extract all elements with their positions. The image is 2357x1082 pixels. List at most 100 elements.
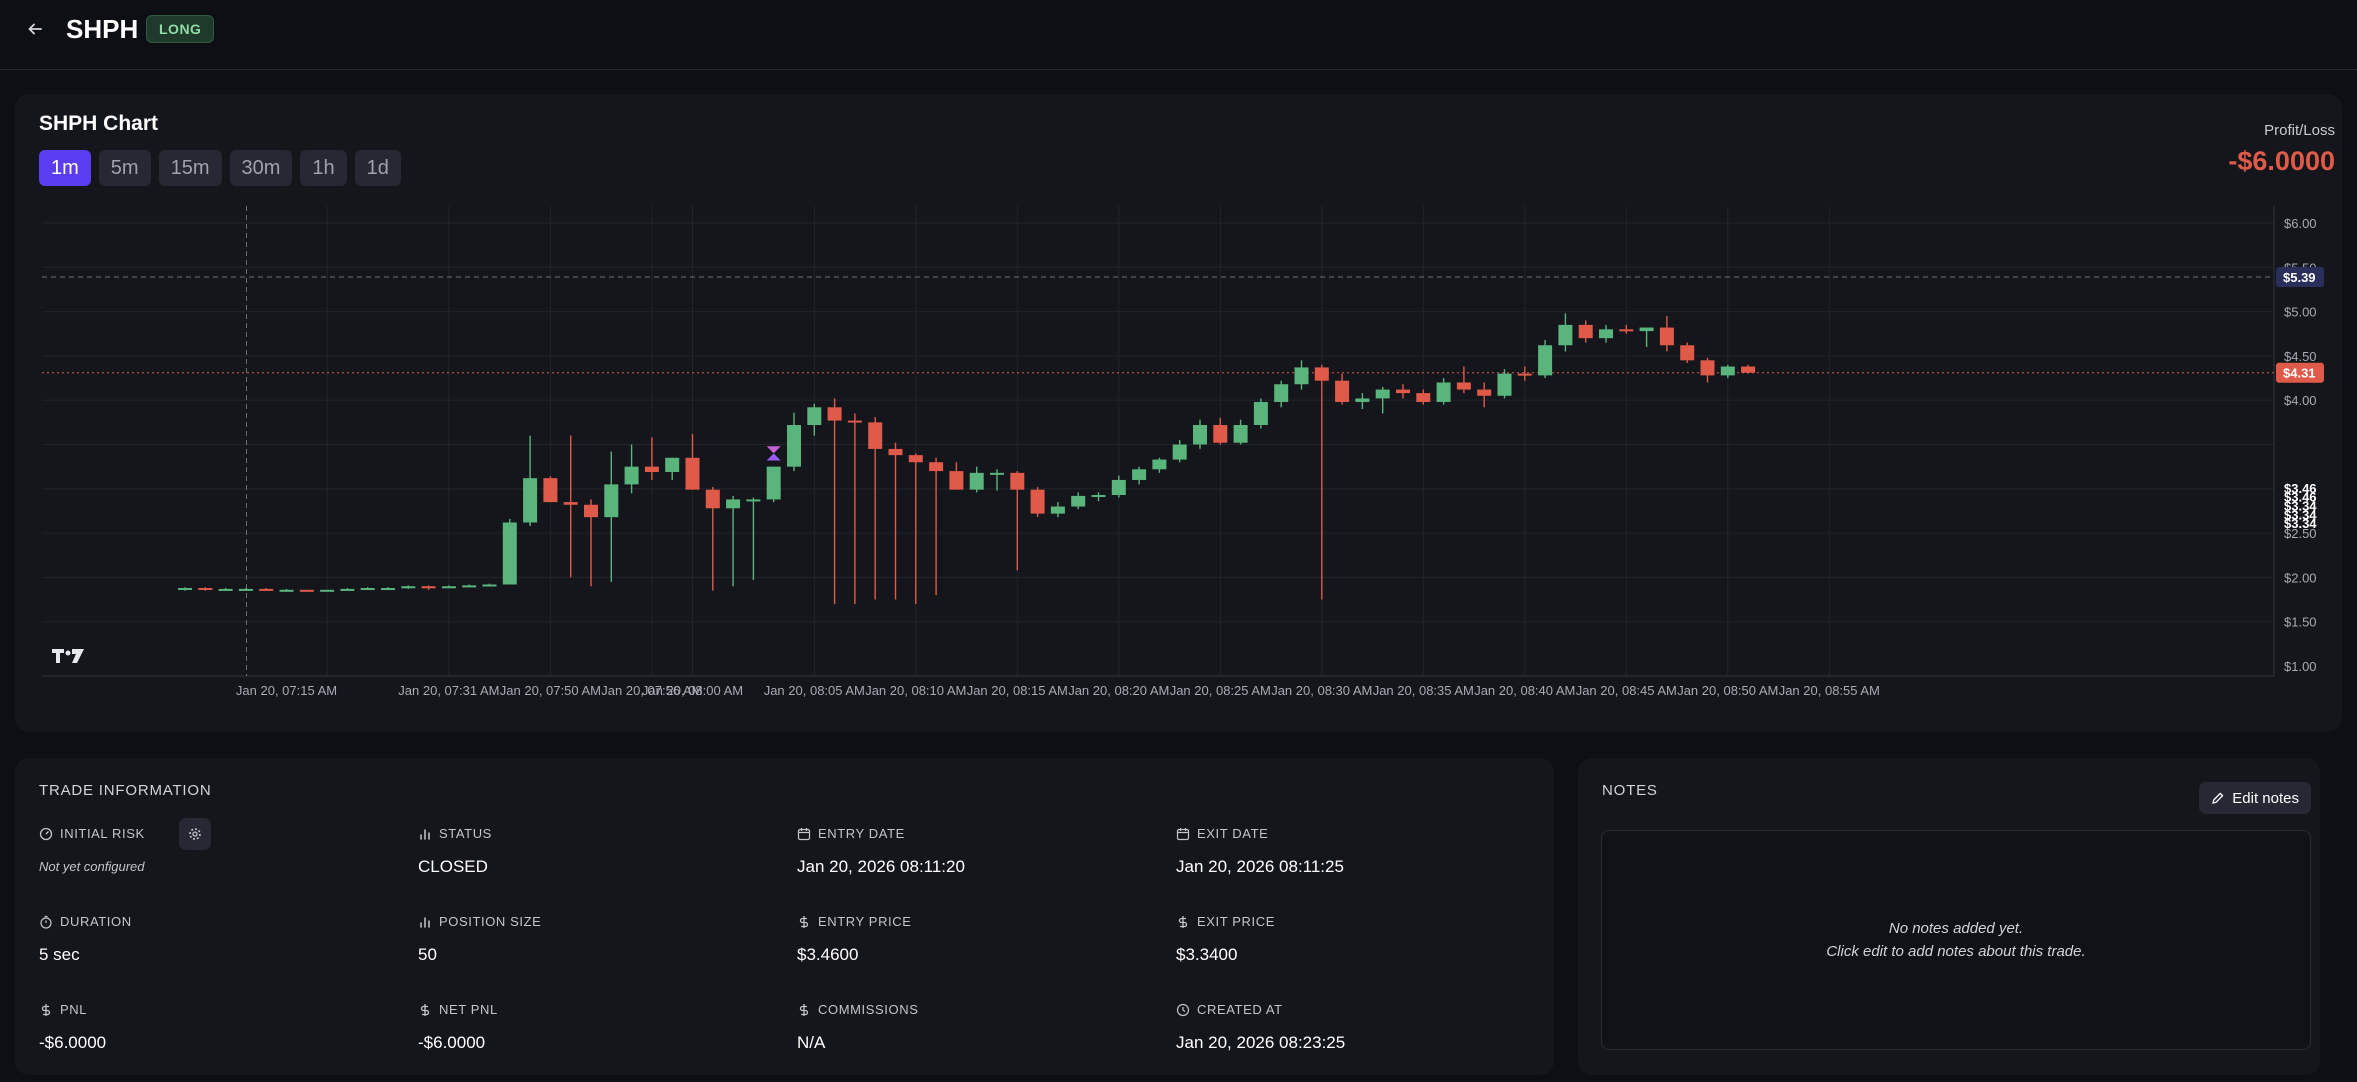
candle-body bbox=[218, 588, 233, 591]
trade-information-card: TRADE INFORMATION INITIAL RISK Not yet co… bbox=[15, 758, 1554, 1075]
tradingview-logo-icon bbox=[52, 649, 84, 663]
candle-body bbox=[1436, 382, 1451, 402]
field-label-text: NET PNL bbox=[439, 1002, 498, 1017]
y-tick-label: $5.00 bbox=[2284, 305, 2317, 320]
side-badge: LONG bbox=[146, 15, 215, 43]
field-value: Jan 20, 2026 08:11:20 bbox=[797, 857, 965, 876]
y-tick-label: $4.50 bbox=[2284, 349, 2317, 364]
candle-body bbox=[1030, 489, 1045, 514]
field-value: $3.4600 bbox=[797, 945, 859, 964]
candle-body bbox=[1193, 425, 1207, 445]
field-label: PNL bbox=[39, 1002, 399, 1017]
candle-body bbox=[888, 448, 903, 456]
edit-notes-button[interactable]: Edit notes bbox=[2199, 782, 2311, 814]
dollar-icon bbox=[799, 1003, 809, 1016]
dollar-icon bbox=[1178, 915, 1188, 928]
page-header: SHPH LONG bbox=[0, 0, 2357, 70]
candle-body bbox=[1700, 360, 1715, 376]
field-label: CREATED AT bbox=[1176, 1002, 1536, 1017]
candle-body bbox=[929, 462, 944, 472]
candle-body bbox=[299, 589, 314, 592]
candle-body bbox=[1132, 469, 1147, 480]
x-tick-label: Jan 20, 07:56 AM bbox=[601, 683, 702, 698]
candle-body bbox=[1274, 384, 1289, 402]
crosshair-price-tag bbox=[2276, 267, 2324, 288]
logo-part bbox=[72, 649, 84, 663]
ticker-symbol: SHPH bbox=[66, 14, 139, 44]
x-tick-label: Jan 20, 08:40 AM bbox=[1474, 683, 1575, 698]
field-label-text: POSITION SIZE bbox=[439, 914, 542, 929]
candle-body bbox=[1720, 366, 1735, 376]
candle-body bbox=[604, 484, 619, 518]
candle-body bbox=[1619, 329, 1634, 332]
field-label-text: ENTRY PRICE bbox=[818, 914, 912, 929]
candle-body bbox=[421, 586, 436, 589]
back-button[interactable] bbox=[22, 16, 48, 42]
candle-body bbox=[787, 425, 801, 467]
x-tick-label: Jan 20, 08:05 AM bbox=[764, 683, 865, 698]
timeframe-1h-button[interactable]: 1h bbox=[300, 150, 347, 186]
candle-body bbox=[1314, 367, 1329, 381]
trade-exit-marker bbox=[766, 453, 781, 461]
x-tick-label: Jan 20, 08:55 AM bbox=[1779, 683, 1880, 698]
field-value: -$6.0000 bbox=[39, 1033, 107, 1052]
calendar-icon bbox=[797, 827, 811, 840]
stopwatch-icon bbox=[40, 915, 52, 929]
field-value: Jan 20, 2026 08:23:25 bbox=[1176, 1033, 1346, 1052]
configure-risk-button[interactable] bbox=[179, 818, 211, 850]
candle-body bbox=[949, 471, 964, 490]
candle-body bbox=[726, 499, 741, 509]
field-value: CLOSED bbox=[418, 857, 488, 876]
candle-body bbox=[381, 588, 395, 591]
timeframe-1m-button[interactable]: 1m bbox=[39, 150, 91, 186]
price-label: $3.34 bbox=[2284, 499, 2317, 514]
candle-body bbox=[827, 407, 842, 421]
candle-body bbox=[462, 585, 477, 588]
candle-body bbox=[1416, 393, 1431, 402]
timeframe-5m-button[interactable]: 5m bbox=[98, 150, 151, 186]
candle-body bbox=[1477, 389, 1492, 396]
bar-chart-icon bbox=[420, 916, 430, 928]
field-label: COMMISSIONS bbox=[797, 1002, 1157, 1017]
field-value: -$6.0000 bbox=[418, 1033, 486, 1052]
candle-body bbox=[1233, 425, 1248, 443]
y-tick-label: $2.00 bbox=[2284, 570, 2317, 585]
bar-chart-icon bbox=[420, 828, 430, 840]
timeframe-15m-button[interactable]: 15m bbox=[158, 150, 222, 186]
field-label: INITIAL RISK bbox=[39, 826, 399, 841]
trade-information-title: TRADE INFORMATION bbox=[39, 782, 212, 799]
candle-body bbox=[624, 466, 639, 485]
candle-body bbox=[1396, 389, 1410, 394]
field-label: DURATION bbox=[39, 914, 399, 929]
y-tick-label: $1.50 bbox=[2284, 615, 2317, 630]
profit-loss-label: Profit/Loss bbox=[2264, 122, 2335, 139]
field-duration: DURATION 5 sec bbox=[39, 914, 399, 965]
dollar-icon bbox=[41, 1003, 51, 1016]
profit-loss-value: -$6.0000 bbox=[2228, 146, 2335, 176]
candle-body bbox=[1578, 324, 1593, 339]
x-tick-label: Jan 20, 08:35 AM bbox=[1373, 683, 1474, 698]
price-label: $3.46 bbox=[2284, 481, 2317, 496]
timeframe-selector: 1m 5m 15m 30m 1h 1d bbox=[39, 150, 401, 186]
notes-empty-state: No notes added yet. Click edit to add no… bbox=[1601, 830, 2311, 1050]
candlestick-chart[interactable]: $6.00$5.50$5.00$4.50$4.00$2.50$2.00$1.50… bbox=[42, 206, 2334, 706]
x-tick-label: Jan 20, 07:15 AM bbox=[236, 683, 337, 698]
field-label-text: DURATION bbox=[60, 914, 132, 929]
candle-body bbox=[644, 466, 659, 472]
candle-body bbox=[1639, 327, 1654, 332]
candle-body bbox=[1538, 345, 1553, 376]
notes-empty-line-2: Click edit to add notes about this trade… bbox=[1826, 943, 2086, 960]
candle-body bbox=[1680, 345, 1695, 361]
field-commissions: COMMISSIONS N/A bbox=[797, 1002, 1157, 1053]
field-label: POSITION SIZE bbox=[418, 914, 778, 929]
timeframe-30m-button[interactable]: 30m bbox=[229, 150, 293, 186]
field-entry-date: ENTRY DATE Jan 20, 2026 08:11:20 bbox=[797, 826, 1157, 877]
field-label-text: INITIAL RISK bbox=[60, 826, 145, 841]
calendar-icon bbox=[1176, 827, 1190, 840]
candle-body bbox=[1497, 373, 1512, 396]
y-tick-label: $4.00 bbox=[2284, 393, 2317, 408]
gauge-icon bbox=[39, 827, 53, 840]
field-value: 5 sec bbox=[39, 945, 80, 964]
timeframe-1d-button[interactable]: 1d bbox=[354, 150, 401, 186]
field-created-at: CREATED AT Jan 20, 2026 08:23:25 bbox=[1176, 1002, 1536, 1053]
